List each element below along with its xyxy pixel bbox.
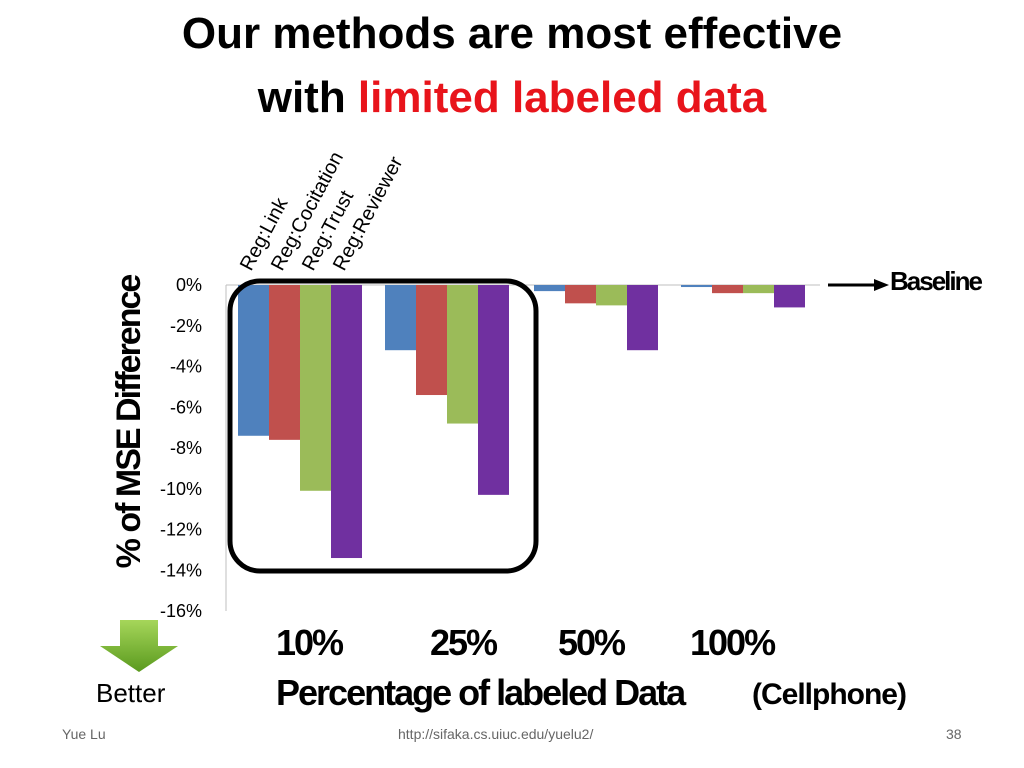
better-label: Better [96, 678, 166, 708]
bar [447, 285, 478, 424]
bar [681, 285, 712, 288]
x-axis-label: Percentage of labeled Data [276, 672, 686, 713]
bar [331, 285, 362, 559]
y-tick-label: -8% [170, 438, 202, 458]
y-tick-label: 0% [176, 275, 202, 295]
right-arrow-icon [828, 279, 889, 291]
highlight-box [227, 278, 539, 574]
footer-page-number: 38 [946, 726, 962, 742]
bars [238, 285, 805, 559]
title-prefix: with [257, 73, 358, 122]
y-tick-label: -6% [170, 397, 202, 417]
bar [478, 285, 509, 495]
bar [596, 285, 627, 306]
x-category-label: 25% [430, 622, 498, 663]
slide-title-line1: Our methods are most effective [181, 9, 843, 58]
bar [534, 285, 565, 292]
bar [627, 285, 658, 351]
bar [385, 285, 416, 351]
bar [269, 285, 300, 440]
y-tick-label: -16% [160, 601, 202, 621]
x-category-label: 100% [690, 622, 776, 663]
baseline-label: Baseline [890, 266, 983, 296]
dataset-label: (Cellphone) [752, 678, 907, 711]
bar [774, 285, 805, 308]
y-tick-label: -12% [160, 520, 202, 540]
x-category-label: 10% [276, 622, 344, 663]
footer-author: Yue Lu [62, 726, 106, 742]
series-legend: Reg:LinkReg:CocitationReg:TrustReg:Revie… [236, 148, 408, 274]
y-tick-label: -2% [170, 316, 202, 336]
down-arrow-icon [100, 620, 178, 672]
y-tick-label: -10% [160, 479, 202, 499]
footer-url: http://sifaka.cs.uiuc.edu/yuelu2/ [398, 726, 594, 742]
bar [416, 285, 447, 396]
bar [565, 285, 596, 304]
x-category-label: 50% [558, 622, 626, 663]
bar [712, 285, 743, 294]
y-tick-labels: 0% -2% -4% -6% -8% -10% -12% -14% -16% [160, 275, 202, 621]
bar [238, 285, 269, 436]
bar [743, 285, 774, 294]
y-tick-label: -4% [170, 357, 202, 377]
y-axis-label: % of MSE Difference [110, 275, 148, 569]
bar [300, 285, 331, 491]
y-tick-label: -14% [160, 560, 202, 580]
slide-title-line2: with limited labeled data [0, 70, 1024, 126]
title-highlight: limited labeled data [357, 73, 767, 122]
